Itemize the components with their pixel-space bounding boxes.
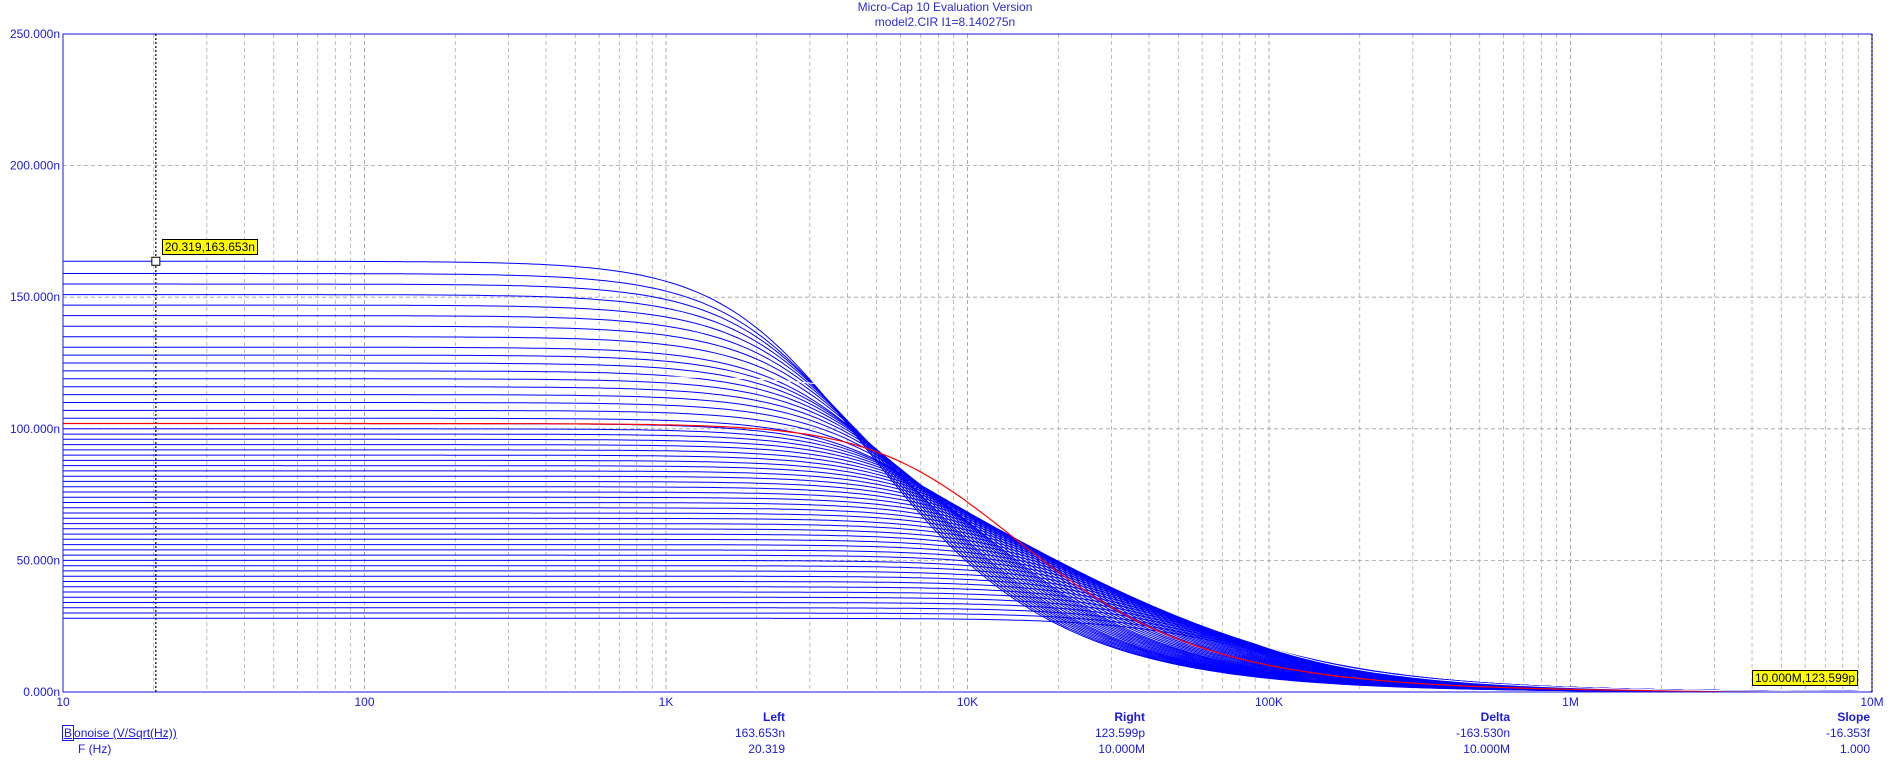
y-tick-label: 250.000n <box>10 27 60 41</box>
x-tick-label: 10 <box>56 695 70 709</box>
series-marker: B <box>62 725 75 741</box>
stats-row1-left: 163.653n <box>734 726 785 740</box>
curves-layer <box>63 260 1873 693</box>
stats-header-slope: Slope <box>1837 710 1870 724</box>
stats-header-right: Right <box>1114 710 1145 724</box>
noise-plot[interactable]: 10 100 1K 10K 100K 1M 10M 0.000n 50.000n 100.000n… <box>0 0 1890 720</box>
series-name: onoise (V/Sqrt(Hz)) <box>74 726 177 740</box>
x-tick-label: 100 <box>354 695 374 709</box>
ticks-layer: 10 100 1K 10K 100K 1M 10M 0.000n 50.000n 100.000n… <box>10 27 1884 709</box>
cursor-left-readout[interactable]: 20.319,163.653n <box>161 239 258 256</box>
curve-family-line <box>63 591 1872 692</box>
stats-row1-delta: -163.530n <box>1455 726 1510 740</box>
stats-header-left: Left <box>763 710 785 724</box>
stats-row2-delta: 10.000M <box>1463 742 1510 756</box>
y-tick-label: 200.000n <box>10 159 60 173</box>
stats-row1-right: 123.599p <box>1094 726 1145 740</box>
curve-family-line <box>63 409 1872 693</box>
x-tick-label: 1K <box>659 695 674 709</box>
stats-header-delta: Delta <box>1480 710 1510 724</box>
x-tick-label: 1M <box>1562 695 1579 709</box>
window-title: Micro-Cap 10 Evaluation Version <box>857 0 1033 14</box>
window-subtitle: model2.CIR I1=8.140275n <box>874 15 1016 29</box>
stats-row1-slope: -16.353f <box>1825 726 1870 740</box>
y-tick-label: 100.000n <box>10 422 60 436</box>
stats-row2-left: 20.319 <box>748 742 785 756</box>
x-tick-label: 100K <box>1255 695 1283 709</box>
cursor-right-readout[interactable]: 10.000M,123.599p <box>1752 670 1859 686</box>
x-tick-label: 10M <box>1860 695 1883 709</box>
stats-row2-right: 10.000M <box>1098 742 1145 756</box>
stats-row2-slope: 1.000 <box>1839 742 1870 756</box>
curve-family-line <box>63 260 1872 693</box>
highlighted-curve <box>63 422 1872 693</box>
xvar-row-label: F (Hz) <box>78 742 112 756</box>
y-tick-label: 50.000n <box>17 553 60 567</box>
y-tick-label: 0.000n <box>23 685 60 699</box>
x-tick-label: 10K <box>957 695 978 709</box>
tracer-curve <box>63 375 1873 693</box>
cursor-left-marker <box>151 256 161 266</box>
y-tick-label: 150.000n <box>10 290 60 304</box>
cursor-layer <box>151 34 1873 692</box>
